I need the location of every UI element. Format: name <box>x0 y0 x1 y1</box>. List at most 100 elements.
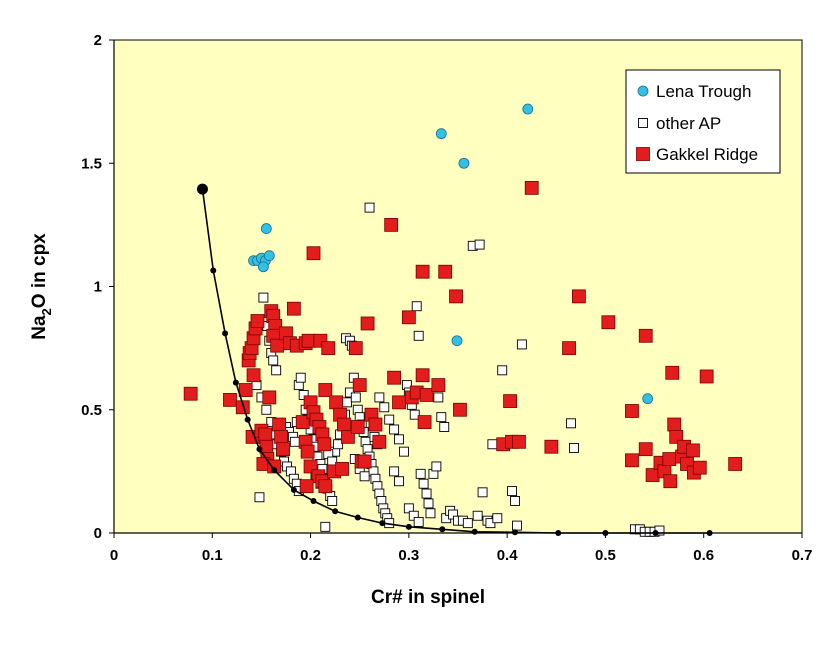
gakkel-ridge-point <box>321 341 336 356</box>
model-curve-node <box>310 497 317 504</box>
gakkel-ridge-point <box>453 402 467 417</box>
gakkel-ridge-point <box>262 390 277 405</box>
model-curve-node <box>232 379 239 386</box>
model-curve-node <box>602 530 609 536</box>
gakkel-ridge-point <box>270 338 285 353</box>
other-ap-point <box>409 409 420 420</box>
gakkel-ridge-point <box>524 180 539 195</box>
other-ap-point <box>487 439 498 450</box>
other-ap-point <box>379 402 390 413</box>
y-axis-title: Na2O in cpx <box>29 233 54 340</box>
model-curve-node <box>256 446 263 453</box>
gakkel-ridge-point <box>417 415 432 429</box>
x-tick-label: 0.1 <box>202 547 223 564</box>
gakkel-ridge-point <box>301 333 316 348</box>
other-ap-point <box>492 513 503 524</box>
model-curve-node <box>222 330 229 337</box>
other-ap-point <box>327 496 338 506</box>
gakkel-ridge-point <box>306 246 321 261</box>
gakkel-ridge-point <box>246 368 261 383</box>
gakkel-ridge-point <box>387 370 402 385</box>
gakkel-ridge-point <box>348 341 363 356</box>
other-ap-point <box>413 516 424 527</box>
lena-trough-point <box>642 393 654 405</box>
other-ap-point <box>261 404 272 415</box>
gakkel-ridge-point <box>728 457 743 471</box>
other-ap-point <box>320 521 331 532</box>
other-ap-point <box>359 471 370 482</box>
x-axis-title: Cr# in spinel <box>371 587 485 608</box>
gakkel-ridge-point <box>667 417 682 432</box>
other-ap-point <box>394 434 404 445</box>
lena-trough-point <box>451 335 463 347</box>
gakkel-ridge-point <box>512 434 526 449</box>
gakkel-ridge-point <box>368 417 383 432</box>
legend-label-lena-trough: Lena Trough <box>656 82 751 101</box>
lena-trough-point <box>263 250 275 262</box>
gakkel-ridge-point <box>337 417 351 432</box>
gakkel-ridge-point <box>645 468 660 482</box>
other-ap-point <box>421 488 432 499</box>
gakkel-ridge-point <box>638 442 653 457</box>
lena-trough-point <box>522 103 534 115</box>
model-curve-node <box>244 416 251 423</box>
y-axis-title-main: Na <box>29 315 50 340</box>
legend-box <box>625 69 781 174</box>
lena-trough-point <box>458 157 470 169</box>
other-ap-point <box>431 461 442 472</box>
gakkel-ridge-point <box>318 479 333 494</box>
y-tick-label: 1 <box>94 279 102 296</box>
gakkel-ridge-point <box>272 417 287 432</box>
gakkel-ridge-point <box>329 395 344 410</box>
gakkel-ridge-point <box>238 383 253 397</box>
gakkel-ridge-point <box>274 429 288 444</box>
x-tick-label: 0.4 <box>497 547 519 564</box>
gakkel-ridge-point <box>438 264 453 279</box>
x-tick-label: 0 <box>110 547 118 564</box>
other-ap-point <box>374 392 385 403</box>
model-curve-line <box>201 188 710 534</box>
legend-marker-lena-trough <box>637 85 649 97</box>
lena-trough-point <box>435 128 447 140</box>
model-curve-node <box>555 530 562 536</box>
gakkel-ridge-point <box>357 454 372 469</box>
gakkel-ridge-point <box>250 314 265 328</box>
gakkel-ridge-point <box>318 383 333 397</box>
gakkel-ridge-point <box>449 289 463 304</box>
lena-trough-point <box>260 223 272 234</box>
legend-label-other-ap: other AP <box>656 114 721 133</box>
y-axis-title-subscript: 2 <box>39 308 54 315</box>
gakkel-ridge-point <box>419 388 434 402</box>
x-tick-label: 0.6 <box>693 547 714 564</box>
gakkel-ridge-point <box>663 474 678 489</box>
x-tick-label: 0.2 <box>300 547 321 564</box>
other-ap-point <box>389 424 400 435</box>
other-ap-point <box>425 508 436 519</box>
gakkel-ridge-point <box>276 442 290 457</box>
gakkel-ridge-point <box>503 394 517 409</box>
other-ap-point <box>510 496 520 506</box>
other-ap-point <box>295 372 306 383</box>
gakkel-ridge-point <box>300 444 315 459</box>
gakkel-ridge-point <box>415 264 430 279</box>
x-tick-label: 0.7 <box>792 547 813 564</box>
y-tick-label: 0 <box>94 525 102 542</box>
other-ap-point <box>258 292 269 303</box>
other-ap-point <box>472 510 483 521</box>
gakkel-ridge-point <box>686 443 700 458</box>
other-ap-point <box>439 422 450 432</box>
other-ap-point <box>341 397 352 408</box>
other-ap-point <box>474 239 485 250</box>
other-ap-point <box>413 330 424 341</box>
gakkel-ridge-point <box>350 420 365 434</box>
other-ap-point <box>333 439 344 450</box>
x-tick-label: 0.3 <box>398 547 419 564</box>
gakkel-ridge-point <box>392 395 406 410</box>
gakkel-ridge-point <box>692 460 707 475</box>
model-curve-node <box>210 267 217 274</box>
tick-labels: 0 0.1 0.2 0.3 0.4 0.5 0.6 0.7 0 0.5 1 1.5 2 <box>81 32 812 564</box>
gakkel-ridge-point <box>431 378 446 393</box>
model-curve-node <box>471 528 478 535</box>
other-ap-point <box>350 392 361 403</box>
gakkel-ridge-point <box>625 453 639 468</box>
